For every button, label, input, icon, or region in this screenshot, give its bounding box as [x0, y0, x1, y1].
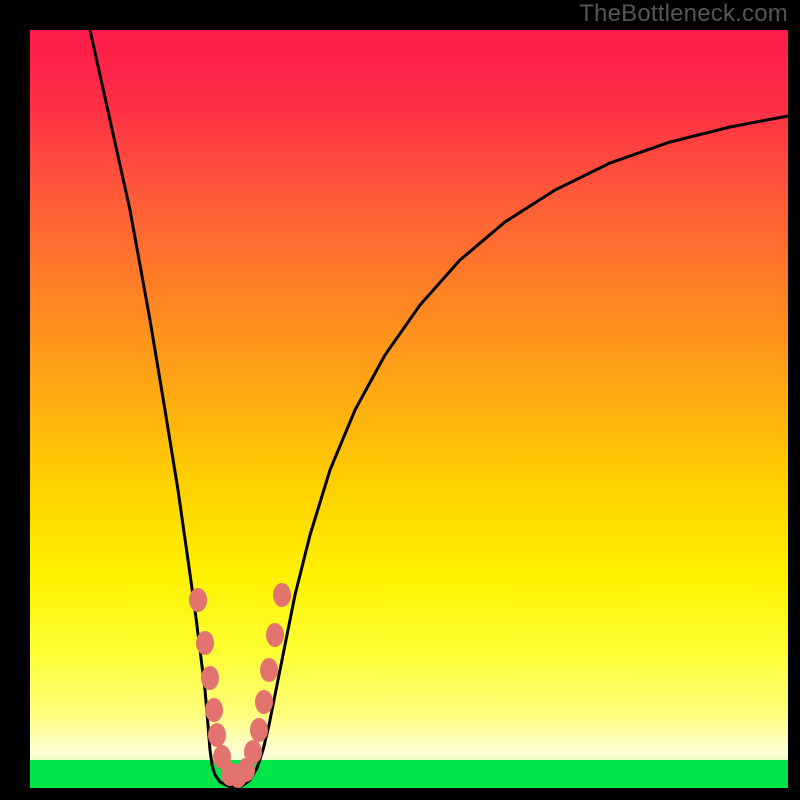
data-marker: [273, 583, 291, 607]
watermark-text: TheBottleneck.com: [579, 0, 788, 28]
data-marker: [208, 723, 226, 747]
data-marker: [255, 690, 273, 714]
data-marker: [244, 740, 262, 764]
green-strip: [30, 760, 788, 788]
data-marker: [189, 588, 207, 612]
data-marker: [205, 698, 223, 722]
data-marker: [201, 666, 219, 690]
plot-area: [30, 30, 788, 788]
data-marker: [260, 658, 278, 682]
data-marker: [266, 623, 284, 647]
chart-container: TheBottleneck.com: [0, 0, 800, 800]
data-marker: [250, 718, 268, 742]
chart-svg: [0, 0, 800, 800]
data-marker: [196, 631, 214, 655]
